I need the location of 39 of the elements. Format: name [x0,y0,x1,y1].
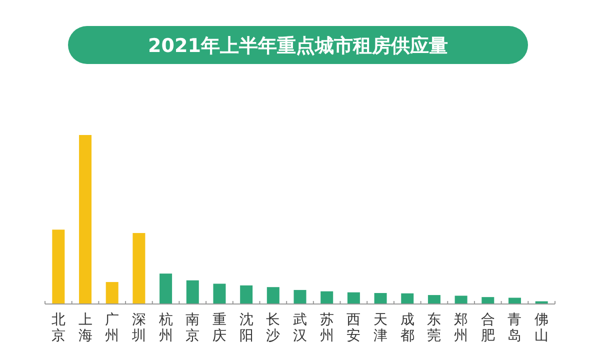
x-tick-label: 佛山 [534,312,549,344]
bar [52,230,65,304]
bar [266,287,280,304]
bar [132,233,146,304]
bar [508,298,521,304]
x-tick-label: 杭州 [158,312,173,344]
bar [454,296,468,304]
x-tick-label: 沈阳 [239,312,254,344]
bar [320,291,334,304]
x-tick-label: 上海 [78,312,92,344]
x-tick-label: 南京 [186,312,200,344]
bar [428,295,440,304]
bar [374,293,387,304]
x-tick-label: 郑州 [454,312,468,344]
x-tick-label: 武汉 [293,312,307,344]
x-tick-label: 重庆 [212,312,226,344]
bar [106,282,118,304]
chart-title: 2021年上半年重点城市租房供应量 [148,35,448,57]
x-tick-label: 苏州 [320,312,334,344]
bar [482,297,494,304]
x-tick-label: 北京 [51,312,66,344]
x-tick-label: 长沙 [266,312,280,344]
x-tick-label: 青岛 [508,312,522,344]
x-tick-label: 西安 [346,312,361,344]
bar [240,285,253,304]
bar [401,293,414,304]
x-tick-label: 成都 [400,312,414,344]
x-tick-label: 深圳 [130,312,146,344]
bar [347,292,360,304]
x-tick-label: 广州 [105,312,120,344]
title: 2021年上半年重点城市租房供应量 [68,26,528,64]
bar [186,280,199,304]
bar [213,284,226,304]
bar [79,135,92,304]
bar [160,274,172,304]
x-tick-label: 合肥 [480,312,495,344]
bar [294,290,306,304]
x-tick-label: 东莞 [427,312,442,344]
x-tick-label: 天津 [374,312,388,344]
